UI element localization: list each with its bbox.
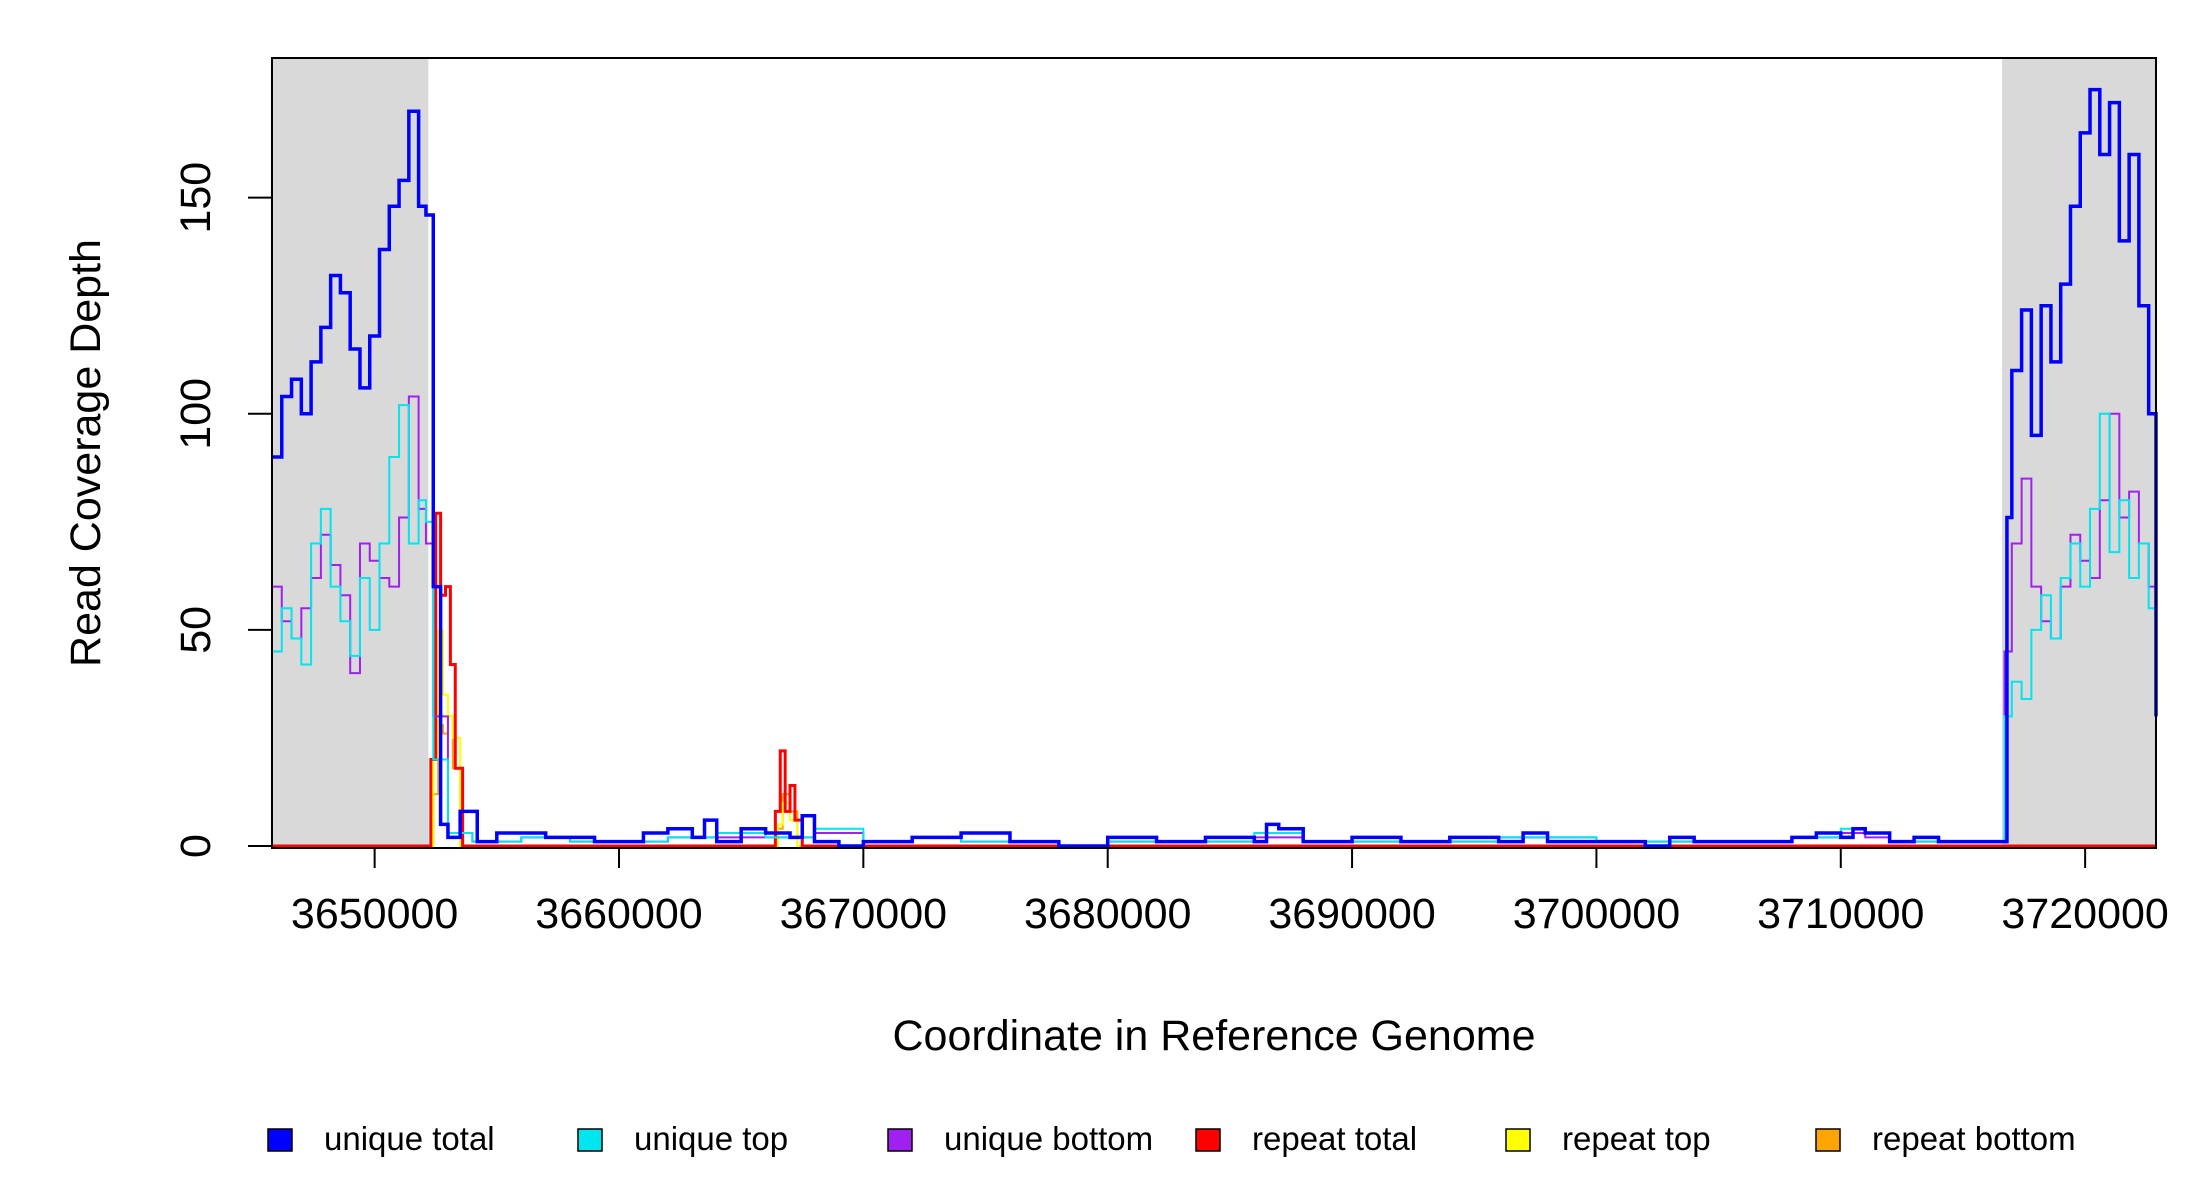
- legend-item-repeat-top: repeat top: [1505, 1120, 1711, 1157]
- series-unique-total: [272, 87, 2158, 848]
- legend-label: unique bottom: [944, 1120, 1153, 1157]
- series-unique-top: [272, 404, 2157, 847]
- y-tick-label: 150: [172, 162, 220, 234]
- legend-item-unique-bottom: unique bottom: [887, 1120, 1153, 1157]
- legend-label: repeat total: [1252, 1120, 1417, 1157]
- legend-swatch: [267, 1128, 293, 1152]
- legend-swatch: [1815, 1128, 1841, 1152]
- legend-swatch: [887, 1128, 913, 1152]
- legend: unique total unique top unique bottom repea…: [267, 1120, 2076, 1157]
- series-repeat-total: [272, 511, 2156, 848]
- series-repeat-top: [272, 628, 2156, 847]
- plot-frame: [271, 57, 2157, 849]
- legend-label: repeat top: [1562, 1120, 1711, 1157]
- x-axis: 3650000 3660000 3670000 3680000 3690000 37000…: [291, 848, 2169, 938]
- x-tick-label: 3720000: [2001, 890, 2168, 938]
- legend-label: unique total: [324, 1120, 495, 1157]
- x-tick-label: 3680000: [1024, 890, 1191, 938]
- legend-item-repeat-bottom: repeat bottom: [1815, 1120, 2076, 1157]
- y-axis: 0 50 100 150: [172, 162, 272, 858]
- x-tick-label: 3650000: [291, 890, 458, 938]
- legend-label: repeat bottom: [1872, 1120, 2076, 1157]
- legend-swatch: [577, 1128, 603, 1152]
- legend-label: unique top: [634, 1120, 788, 1157]
- shaded-region-1: [272, 58, 429, 848]
- y-tick-label: 0: [172, 834, 220, 858]
- x-tick-label: 3670000: [780, 890, 947, 938]
- legend-swatch: [1505, 1128, 1531, 1152]
- legend-swatch: [1195, 1128, 1221, 1152]
- shaded-regions: [272, 58, 2156, 848]
- x-tick-label: 3710000: [1757, 890, 1924, 938]
- legend-item-repeat-total: repeat total: [1195, 1120, 1417, 1157]
- x-tick-label: 3700000: [1513, 890, 1680, 938]
- legend-item-unique-total: unique total: [267, 1120, 495, 1157]
- x-tick-label: 3690000: [1268, 890, 1435, 938]
- y-axis-label: Read Coverage Depth: [62, 239, 110, 667]
- y-tick-label: 50: [172, 606, 220, 654]
- series-lines: [272, 87, 2158, 848]
- series-unique-bottom: [272, 395, 2157, 847]
- y-tick-label: 100: [172, 378, 220, 450]
- legend-item-unique-top: unique top: [577, 1120, 788, 1157]
- x-axis-label: Coordinate in Reference Genome: [893, 1012, 1536, 1060]
- series-repeat-bottom: [272, 715, 2156, 847]
- x-tick-label: 3660000: [535, 890, 702, 938]
